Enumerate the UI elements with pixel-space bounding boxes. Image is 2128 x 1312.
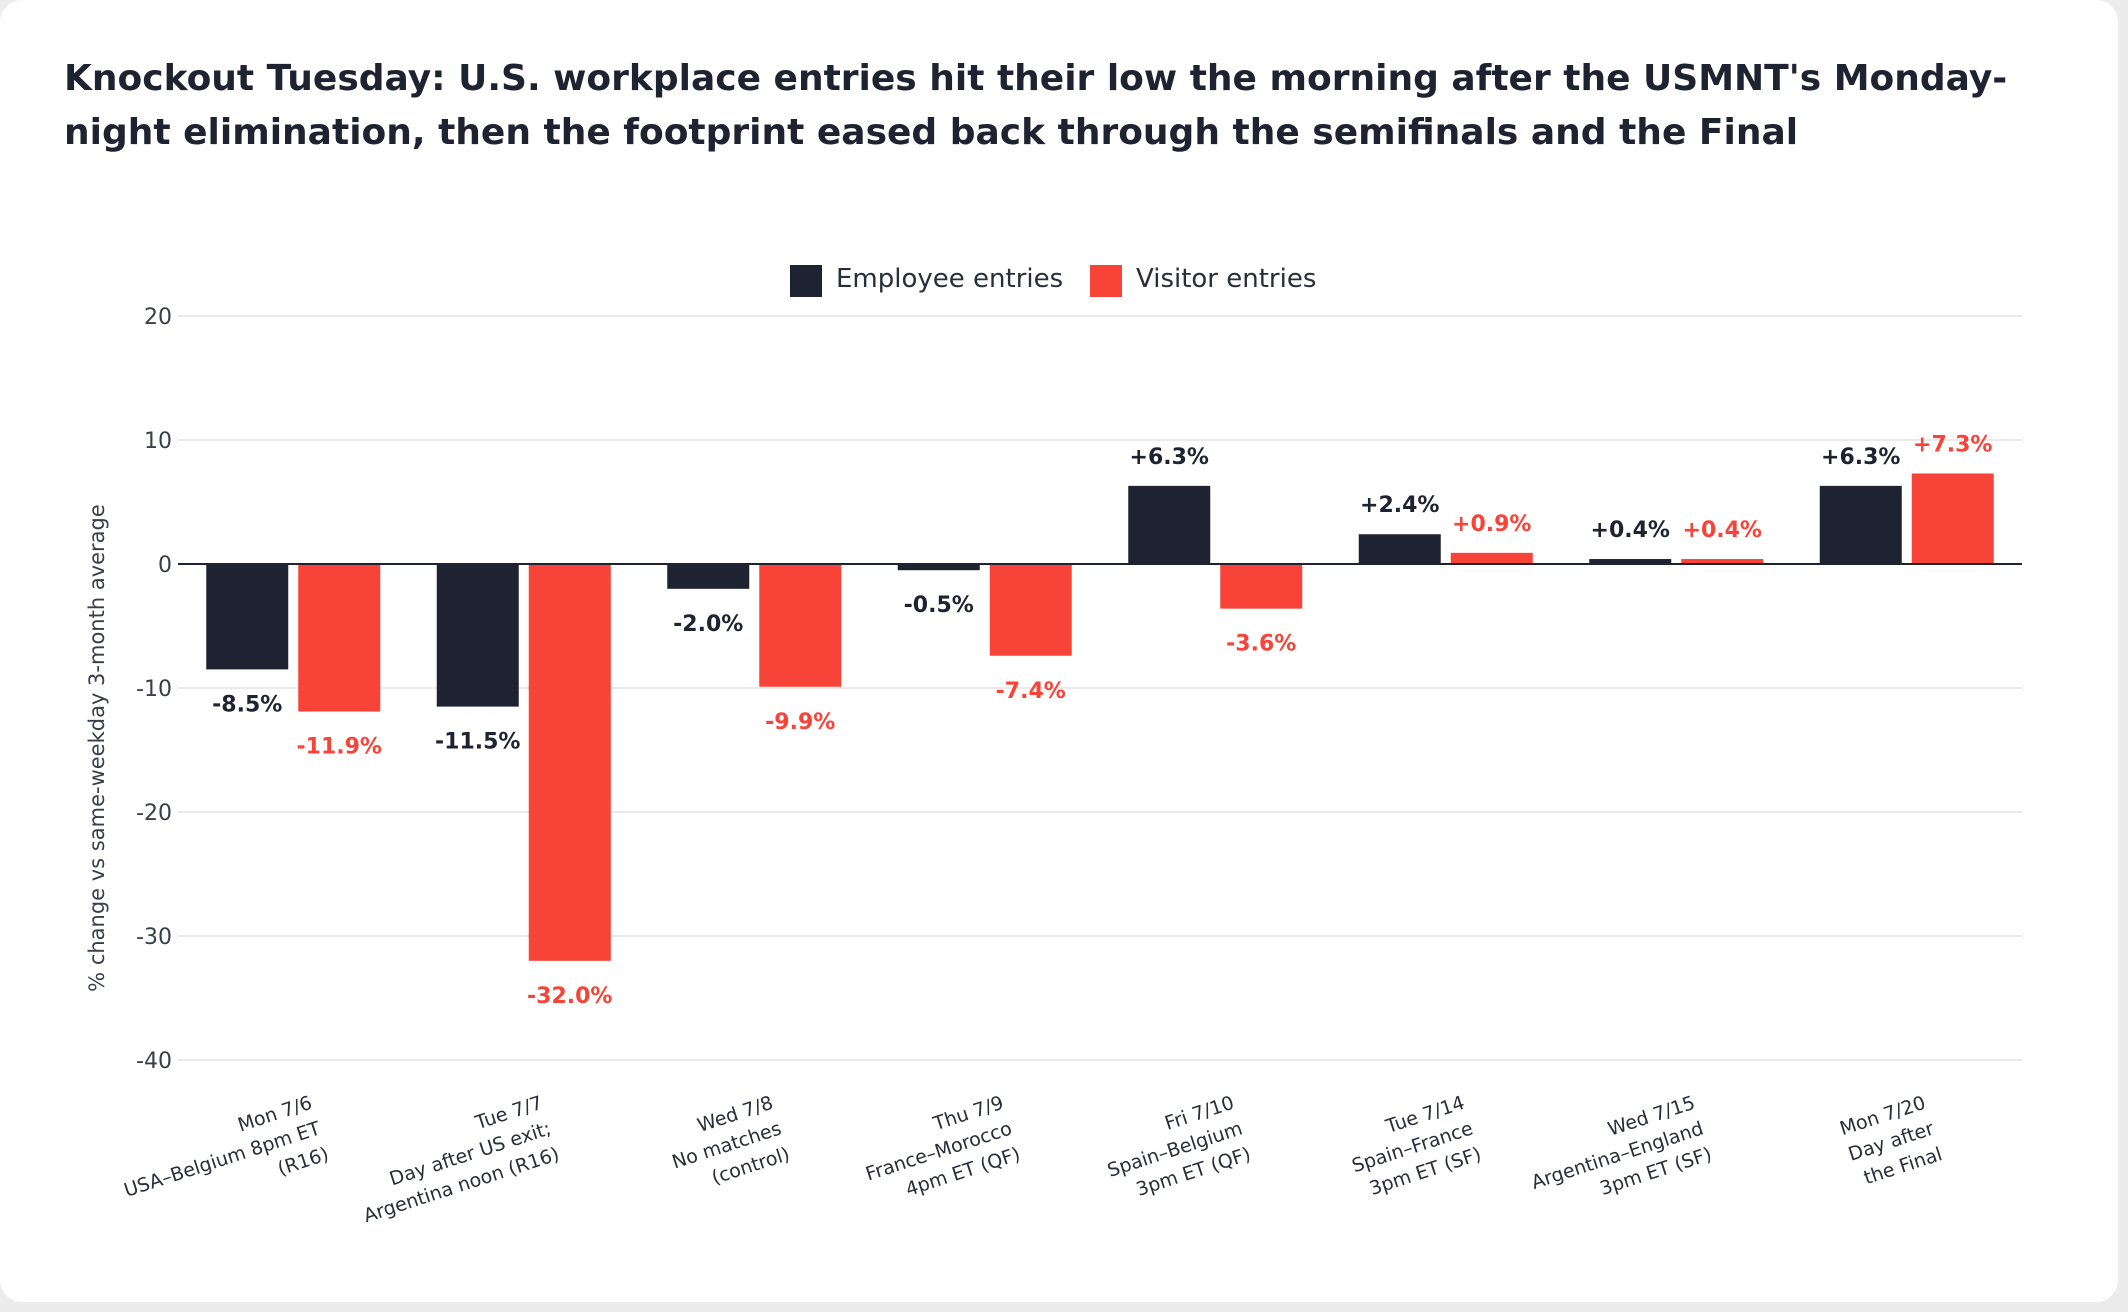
y-tick-label: -20 [136, 801, 172, 826]
data-label: -8.5% [212, 692, 282, 717]
category-label: Tue 7/7Day after US exit;Argentina noon … [344, 1092, 562, 1227]
bar-employee [1128, 485, 1211, 564]
legend-swatch [1090, 265, 1122, 297]
data-label: +6.3% [1821, 445, 1900, 470]
data-label: +0.4% [1683, 518, 1762, 543]
legend-swatch [790, 265, 822, 297]
data-label: -32.0% [527, 984, 612, 1009]
category-label: Wed 7/15Argentina–England3pm ET (SF) [1520, 1092, 1714, 1220]
legend: Employee entries Visitor entries [790, 264, 1316, 297]
data-label: -9.9% [765, 710, 835, 735]
y-tick-label: -10 [136, 677, 172, 702]
category-label: Fri 7/10Spain–Belgium3pm ET (QF) [1096, 1092, 1253, 1208]
y-tick-label: -40 [136, 1049, 172, 1074]
bar-visitor [1911, 473, 1994, 564]
bar-visitor [1450, 552, 1533, 564]
gridlines [178, 315, 2022, 1061]
bar-employee [1358, 534, 1441, 564]
bars [206, 473, 1994, 961]
bar-visitor [1220, 564, 1303, 609]
bar-visitor [759, 564, 842, 687]
data-label: +7.3% [1913, 432, 1992, 457]
y-tick-label: 10 [144, 429, 172, 454]
bar-visitor [989, 564, 1072, 656]
bar-visitor [298, 564, 381, 712]
bar-visitor [528, 564, 611, 961]
chart-title: Knockout Tuesday: U.S. workplace entries… [64, 58, 2008, 153]
category-label: Wed 7/8No matches(control) [661, 1092, 792, 1199]
y-tick-label: 0 [158, 553, 172, 578]
category-label: Mon 7/6USA–Belgium 8pm ET(R16) [113, 1092, 332, 1228]
data-label: +2.4% [1360, 493, 1439, 518]
category-labels: Mon 7/6USA–Belgium 8pm ET(R16)Tue 7/7Day… [113, 1092, 1945, 1228]
bar-employee [667, 564, 750, 589]
data-label: -11.5% [435, 730, 520, 755]
data-labels: -8.5% -11.5% -2.0% -0.5% +6.3% +2.4% +0.4% +6.3… [212, 432, 1992, 1008]
bar-visitor [1681, 559, 1764, 564]
y-tick-label: 20 [144, 305, 172, 330]
y-axis-title: % change vs same-weekday 3-month average [85, 504, 109, 992]
category-label: Tue 7/14Spain–France3pm ET (SF) [1341, 1092, 1484, 1203]
data-label: -11.9% [297, 735, 382, 760]
y-axis-ticks: 20 10 0 -10 -20 -30 -40 [136, 305, 172, 1074]
legend-label: Employee entries [836, 264, 1063, 294]
bar-employee [1589, 559, 1672, 564]
data-label: -7.4% [996, 679, 1066, 704]
data-label: -2.0% [673, 612, 743, 637]
data-label: +0.9% [1452, 512, 1531, 537]
legend-item: Employee entries [790, 264, 1063, 297]
data-label: +6.3% [1130, 445, 1209, 470]
data-label: +0.4% [1591, 518, 1670, 543]
bar-employee [1819, 485, 1902, 564]
category-label: Mon 7/20Day afterthe Final [1837, 1092, 1945, 1192]
category-label: Thu 7/9France–Morocco4pm ET (QF) [855, 1092, 1023, 1211]
bar-employee [206, 564, 289, 670]
data-label: -0.5% [904, 593, 974, 618]
y-tick-label: -30 [136, 925, 172, 950]
data-label: -3.6% [1226, 632, 1296, 657]
legend-item: Visitor entries [1090, 264, 1316, 297]
legend-label: Visitor entries [1136, 264, 1316, 294]
bar-employee [436, 564, 519, 707]
bar-employee [897, 564, 980, 571]
